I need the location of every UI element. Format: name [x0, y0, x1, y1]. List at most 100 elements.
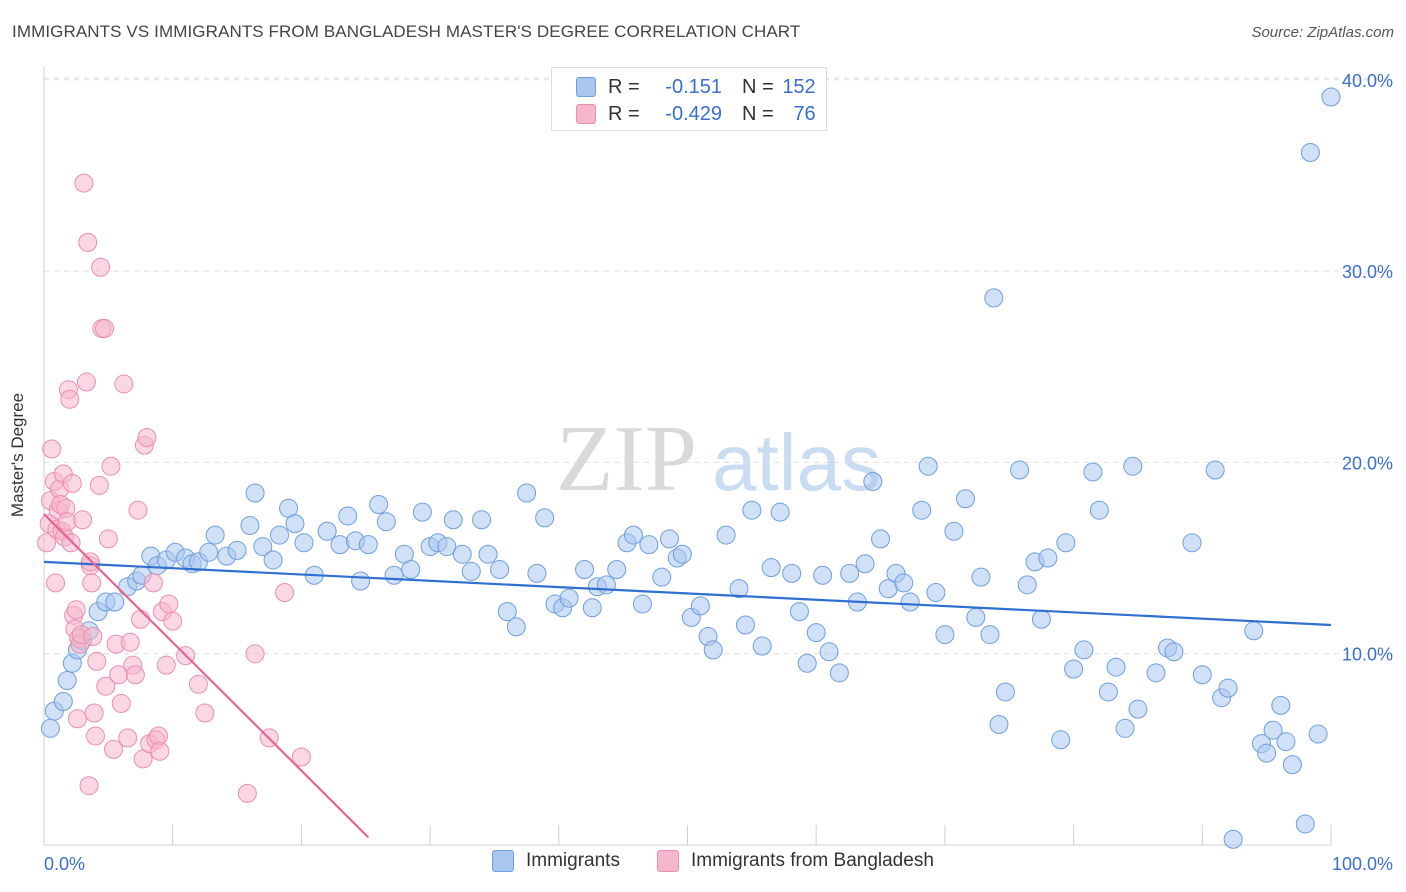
data-point-immigrants: [1010, 460, 1030, 480]
data-point-immigrants: [703, 640, 723, 660]
data-point-immigrants: [1083, 462, 1103, 482]
data-point-bangladesh: [114, 374, 134, 394]
data-point-immigrants: [358, 535, 378, 555]
data-point-immigrants: [199, 542, 219, 562]
data-point-bangladesh: [101, 456, 121, 476]
data-point-immigrants: [918, 456, 938, 476]
data-point-immigrants: [53, 692, 73, 712]
data-point-immigrants: [205, 525, 225, 545]
data-point-immigrants: [401, 560, 421, 580]
data-point-bangladesh: [131, 609, 151, 629]
data-point-immigrants: [1263, 720, 1283, 740]
data-point-immigrants: [285, 514, 305, 534]
data-point-immigrants: [672, 544, 692, 564]
legend-item-immigrants: Immigrants: [492, 850, 620, 872]
r-label: R =: [608, 102, 640, 125]
data-point-immigrants: [735, 615, 755, 635]
data-point-immigrants: [659, 529, 679, 549]
data-point-immigrants: [1098, 682, 1118, 702]
data-point-immigrants: [966, 607, 986, 627]
data-point-immigrants: [490, 560, 510, 580]
data-point-immigrants: [1282, 755, 1302, 775]
trend-line-bangladesh: [43, 513, 370, 839]
data-point-immigrants: [384, 565, 404, 585]
data-point-bangladesh: [125, 665, 145, 685]
data-point-immigrants: [935, 625, 955, 645]
data-point-immigrants: [1164, 642, 1184, 662]
data-point-bangladesh: [275, 582, 295, 602]
data-point-immigrants: [1017, 575, 1037, 595]
n-value: 152: [782, 75, 816, 98]
data-point-bangladesh: [195, 703, 215, 723]
data-point-bangladesh: [87, 651, 107, 671]
data-point-bangladesh: [85, 726, 105, 746]
legend-row-bangladesh: R = -0.429 N = 76: [576, 101, 816, 127]
data-point-bangladesh: [120, 632, 140, 652]
data-point-immigrants: [989, 714, 1009, 734]
data-point-bangladesh: [61, 533, 81, 553]
data-point-immigrants: [912, 500, 932, 520]
data-point-bangladesh: [76, 372, 96, 392]
data-point-immigrants: [955, 489, 975, 509]
data-point-immigrants: [245, 483, 265, 503]
data-point-immigrants: [797, 653, 817, 673]
data-point-immigrants: [294, 533, 314, 553]
data-point-immigrants: [478, 544, 498, 564]
immigrants-points: [40, 87, 1341, 849]
data-point-immigrants: [461, 561, 481, 581]
data-point-immigrants: [497, 602, 517, 622]
data-point-bangladesh: [156, 655, 176, 675]
data-point-immigrants: [1106, 657, 1126, 677]
data-point-immigrants: [819, 642, 839, 662]
data-point-immigrants: [1321, 87, 1341, 107]
n-label: N =: [742, 102, 774, 125]
data-point-immigrants: [813, 565, 833, 585]
data-point-bangladesh: [245, 644, 265, 664]
data-point-bangladesh: [128, 500, 148, 520]
data-point-bangladesh: [98, 529, 118, 549]
data-point-immigrants: [412, 502, 432, 522]
data-point-immigrants: [40, 718, 60, 738]
data-point-immigrants: [1115, 718, 1135, 738]
data-point-immigrants: [1056, 533, 1076, 553]
data-point-bangladesh: [83, 626, 103, 646]
legend-label-immigrants: Immigrants: [526, 850, 620, 871]
data-point-immigrants: [639, 535, 659, 555]
x-tick-label-max: 100.0%: [1332, 854, 1393, 874]
data-point-bangladesh: [79, 776, 99, 796]
data-point-immigrants: [980, 625, 1000, 645]
data-point-immigrants: [1031, 609, 1051, 629]
data-point-immigrants: [984, 288, 1004, 308]
data-point-immigrants: [270, 525, 290, 545]
data-point-immigrants: [1218, 678, 1238, 698]
data-point-immigrants: [1295, 814, 1315, 834]
trend-line-immigrants: [43, 560, 1332, 627]
data-point-immigrants: [317, 521, 337, 541]
data-point-bangladesh: [137, 428, 157, 448]
n-label: N =: [742, 75, 774, 98]
data-point-immigrants: [1123, 456, 1143, 476]
data-point-immigrants: [1308, 724, 1328, 744]
data-point-bangladesh: [143, 573, 163, 593]
data-point-immigrants: [770, 502, 790, 522]
data-point-immigrants: [575, 560, 595, 580]
data-point-immigrants: [240, 516, 260, 536]
data-point-immigrants: [596, 575, 616, 595]
data-point-immigrants: [944, 521, 964, 541]
data-point-immigrants: [376, 512, 396, 532]
data-point-immigrants: [829, 663, 849, 683]
data-point-bangladesh: [84, 703, 104, 723]
chart-title: IMMIGRANTS VS IMMIGRANTS FROM BANGLADESH…: [12, 22, 801, 41]
data-point-immigrants: [517, 483, 537, 503]
bangladesh-points: [37, 173, 311, 803]
data-point-bangladesh: [37, 533, 57, 553]
data-point-immigrants: [926, 582, 946, 602]
data-point-immigrants: [742, 500, 762, 520]
data-point-bangladesh: [42, 439, 62, 459]
data-point-bangladesh: [96, 676, 116, 696]
y-tick-label: 10.0%: [1342, 645, 1393, 665]
legend-swatch-blue: [576, 77, 596, 97]
data-point-bangladesh: [80, 552, 100, 572]
data-point-bangladesh: [46, 573, 66, 593]
